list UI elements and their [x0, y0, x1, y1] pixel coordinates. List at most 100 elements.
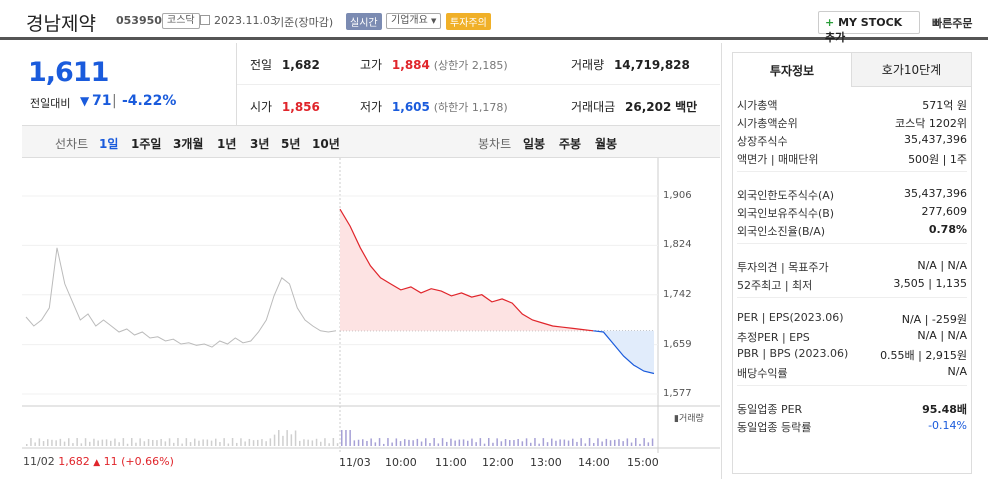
period-1y[interactable]: 1년: [217, 137, 237, 151]
info-value: 277,609: [921, 205, 968, 218]
volume-bar: [521, 441, 524, 446]
volume-bar: [311, 440, 314, 446]
x-tick: 11:00: [435, 456, 467, 469]
prev-label: 전일: [250, 58, 273, 72]
info-value: -0.14%: [928, 419, 967, 432]
volume-bar: [97, 440, 99, 446]
volume-bar: [303, 439, 305, 446]
info-value: 571억 원: [922, 99, 967, 112]
volume-bar: [227, 443, 230, 446]
info-value: 95.48배: [922, 403, 967, 416]
quick-order-link[interactable]: 빠른주문: [932, 17, 973, 30]
info-key: PER | EPS(2023.06): [737, 311, 844, 324]
info-value: 0.55배 | 2,915원: [880, 349, 967, 362]
period-5y[interactable]: 5년: [281, 137, 301, 151]
realtime-badge[interactable]: 실시간: [346, 13, 382, 30]
volume-bar: [202, 439, 204, 446]
tab-orderbook-label: 호가10단계: [881, 63, 942, 77]
volume-bar: [378, 438, 381, 446]
info-row: 액면가 | 매매단위 500원 | 1주: [737, 151, 967, 167]
my-stock-label: MY STOCK 추가: [825, 16, 903, 44]
tab-investment-info[interactable]: 투자정보: [733, 53, 852, 87]
volume-bar: [622, 441, 624, 446]
high-value: 1,884: [391, 58, 430, 72]
amount-value: 26,202: [625, 100, 672, 114]
volume-bar: [517, 439, 519, 446]
candle-monthly[interactable]: 월봉: [595, 137, 618, 151]
volume-bar: [248, 438, 251, 446]
prev-day-change: 11: [103, 455, 118, 468]
prev-day-date: 11/02: [23, 455, 55, 468]
volume-bar: [47, 439, 49, 446]
y-tick: 1,577: [663, 388, 692, 399]
my-stock-add-button[interactable]: + MY STOCK 추가: [818, 11, 920, 44]
x-tick: 12:00: [482, 456, 514, 469]
divider: |: [112, 93, 117, 109]
volume-bar: [51, 439, 53, 446]
info-key: 외국인소진율(B/A): [737, 225, 826, 238]
tab-orderbook[interactable]: 호가10단계: [852, 53, 971, 87]
period-10y[interactable]: 10년: [312, 137, 340, 151]
x-tick: 15:00: [627, 456, 659, 469]
volume-bar: [630, 442, 633, 446]
period-1w[interactable]: 1주일: [131, 137, 162, 151]
volume-bar: [467, 440, 469, 446]
info-value: 35,437,396: [904, 187, 967, 200]
volume-bar: [391, 442, 393, 446]
volume-bar: [555, 440, 557, 446]
prev-day-line: [25, 247, 337, 348]
volume-bar: [189, 442, 192, 446]
period-3y[interactable]: 3년: [250, 137, 270, 151]
open-label: 시가: [250, 100, 273, 114]
amount-unit: 백만: [675, 100, 698, 114]
info-row: 동일업종 등락률 -0.14%: [737, 419, 967, 435]
volume-bar: [425, 438, 427, 446]
volume-bar: [441, 438, 444, 446]
date-text: 2023.11.03: [214, 14, 277, 27]
info-value: N/A | N/A: [917, 259, 967, 272]
volume-bar: [328, 443, 330, 446]
candle-chart-label: 봉차트: [478, 137, 512, 151]
volume-bar: [345, 430, 347, 446]
volume-bar: [177, 438, 179, 446]
info-key: PBR | BPS (2023.06): [737, 347, 849, 360]
row-divider: [237, 84, 720, 85]
period-1d[interactable]: 1일: [99, 137, 119, 151]
volume-bar: [181, 443, 183, 446]
volume-bar: [534, 438, 536, 446]
panel-divider: [721, 43, 722, 479]
stock-code: 053950: [116, 14, 162, 27]
volume-bar: [299, 440, 301, 446]
info-row: 외국인소진율(B/A) 0.78%: [737, 223, 967, 239]
volume-bar: [89, 441, 91, 446]
company-overview-label: 기업개요: [391, 15, 428, 26]
volume-bar: [546, 442, 549, 446]
volume-bar: [530, 442, 532, 446]
volume-bar: [210, 440, 213, 446]
volume-bar: [483, 443, 486, 446]
prev-day-summary: 11/02 1,682 ▲ 11 (+0.66%): [23, 455, 174, 468]
period-3m[interactable]: 3개월: [173, 137, 204, 151]
volume-bar: [324, 438, 326, 446]
info-key: 외국인보유주식수(B): [737, 207, 835, 220]
market-badge: 코스닥: [162, 13, 200, 29]
volume-bar: [286, 430, 288, 446]
volume-bar: [626, 438, 629, 446]
volume-bar: [55, 440, 57, 446]
candle-daily[interactable]: 일봉: [523, 137, 546, 151]
y-tick: 1,906: [663, 190, 692, 201]
x-tick: 13:00: [530, 456, 562, 469]
low-value: 1,605: [391, 100, 430, 114]
info-key: 배당수익률: [737, 367, 788, 380]
down-arrow-icon: ▼: [80, 94, 90, 108]
info-divider: [737, 243, 967, 244]
x-tick: 11/03: [339, 456, 371, 469]
volume-bar: [635, 438, 637, 446]
volume-bar: [446, 441, 448, 446]
period-bar: [22, 126, 720, 158]
candle-weekly[interactable]: 주봉: [559, 137, 582, 151]
info-key: 추정PER | EPS: [737, 331, 810, 344]
tab-info-label: 투자정보: [769, 63, 815, 78]
company-overview-dropdown[interactable]: 기업개요 ▼: [386, 13, 442, 29]
volume-bar: [429, 443, 431, 446]
